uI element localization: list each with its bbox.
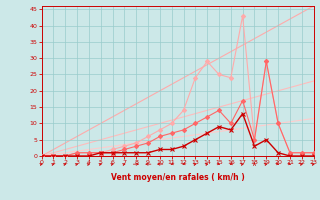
- X-axis label: Vent moyen/en rafales ( km/h ): Vent moyen/en rafales ( km/h ): [111, 174, 244, 183]
